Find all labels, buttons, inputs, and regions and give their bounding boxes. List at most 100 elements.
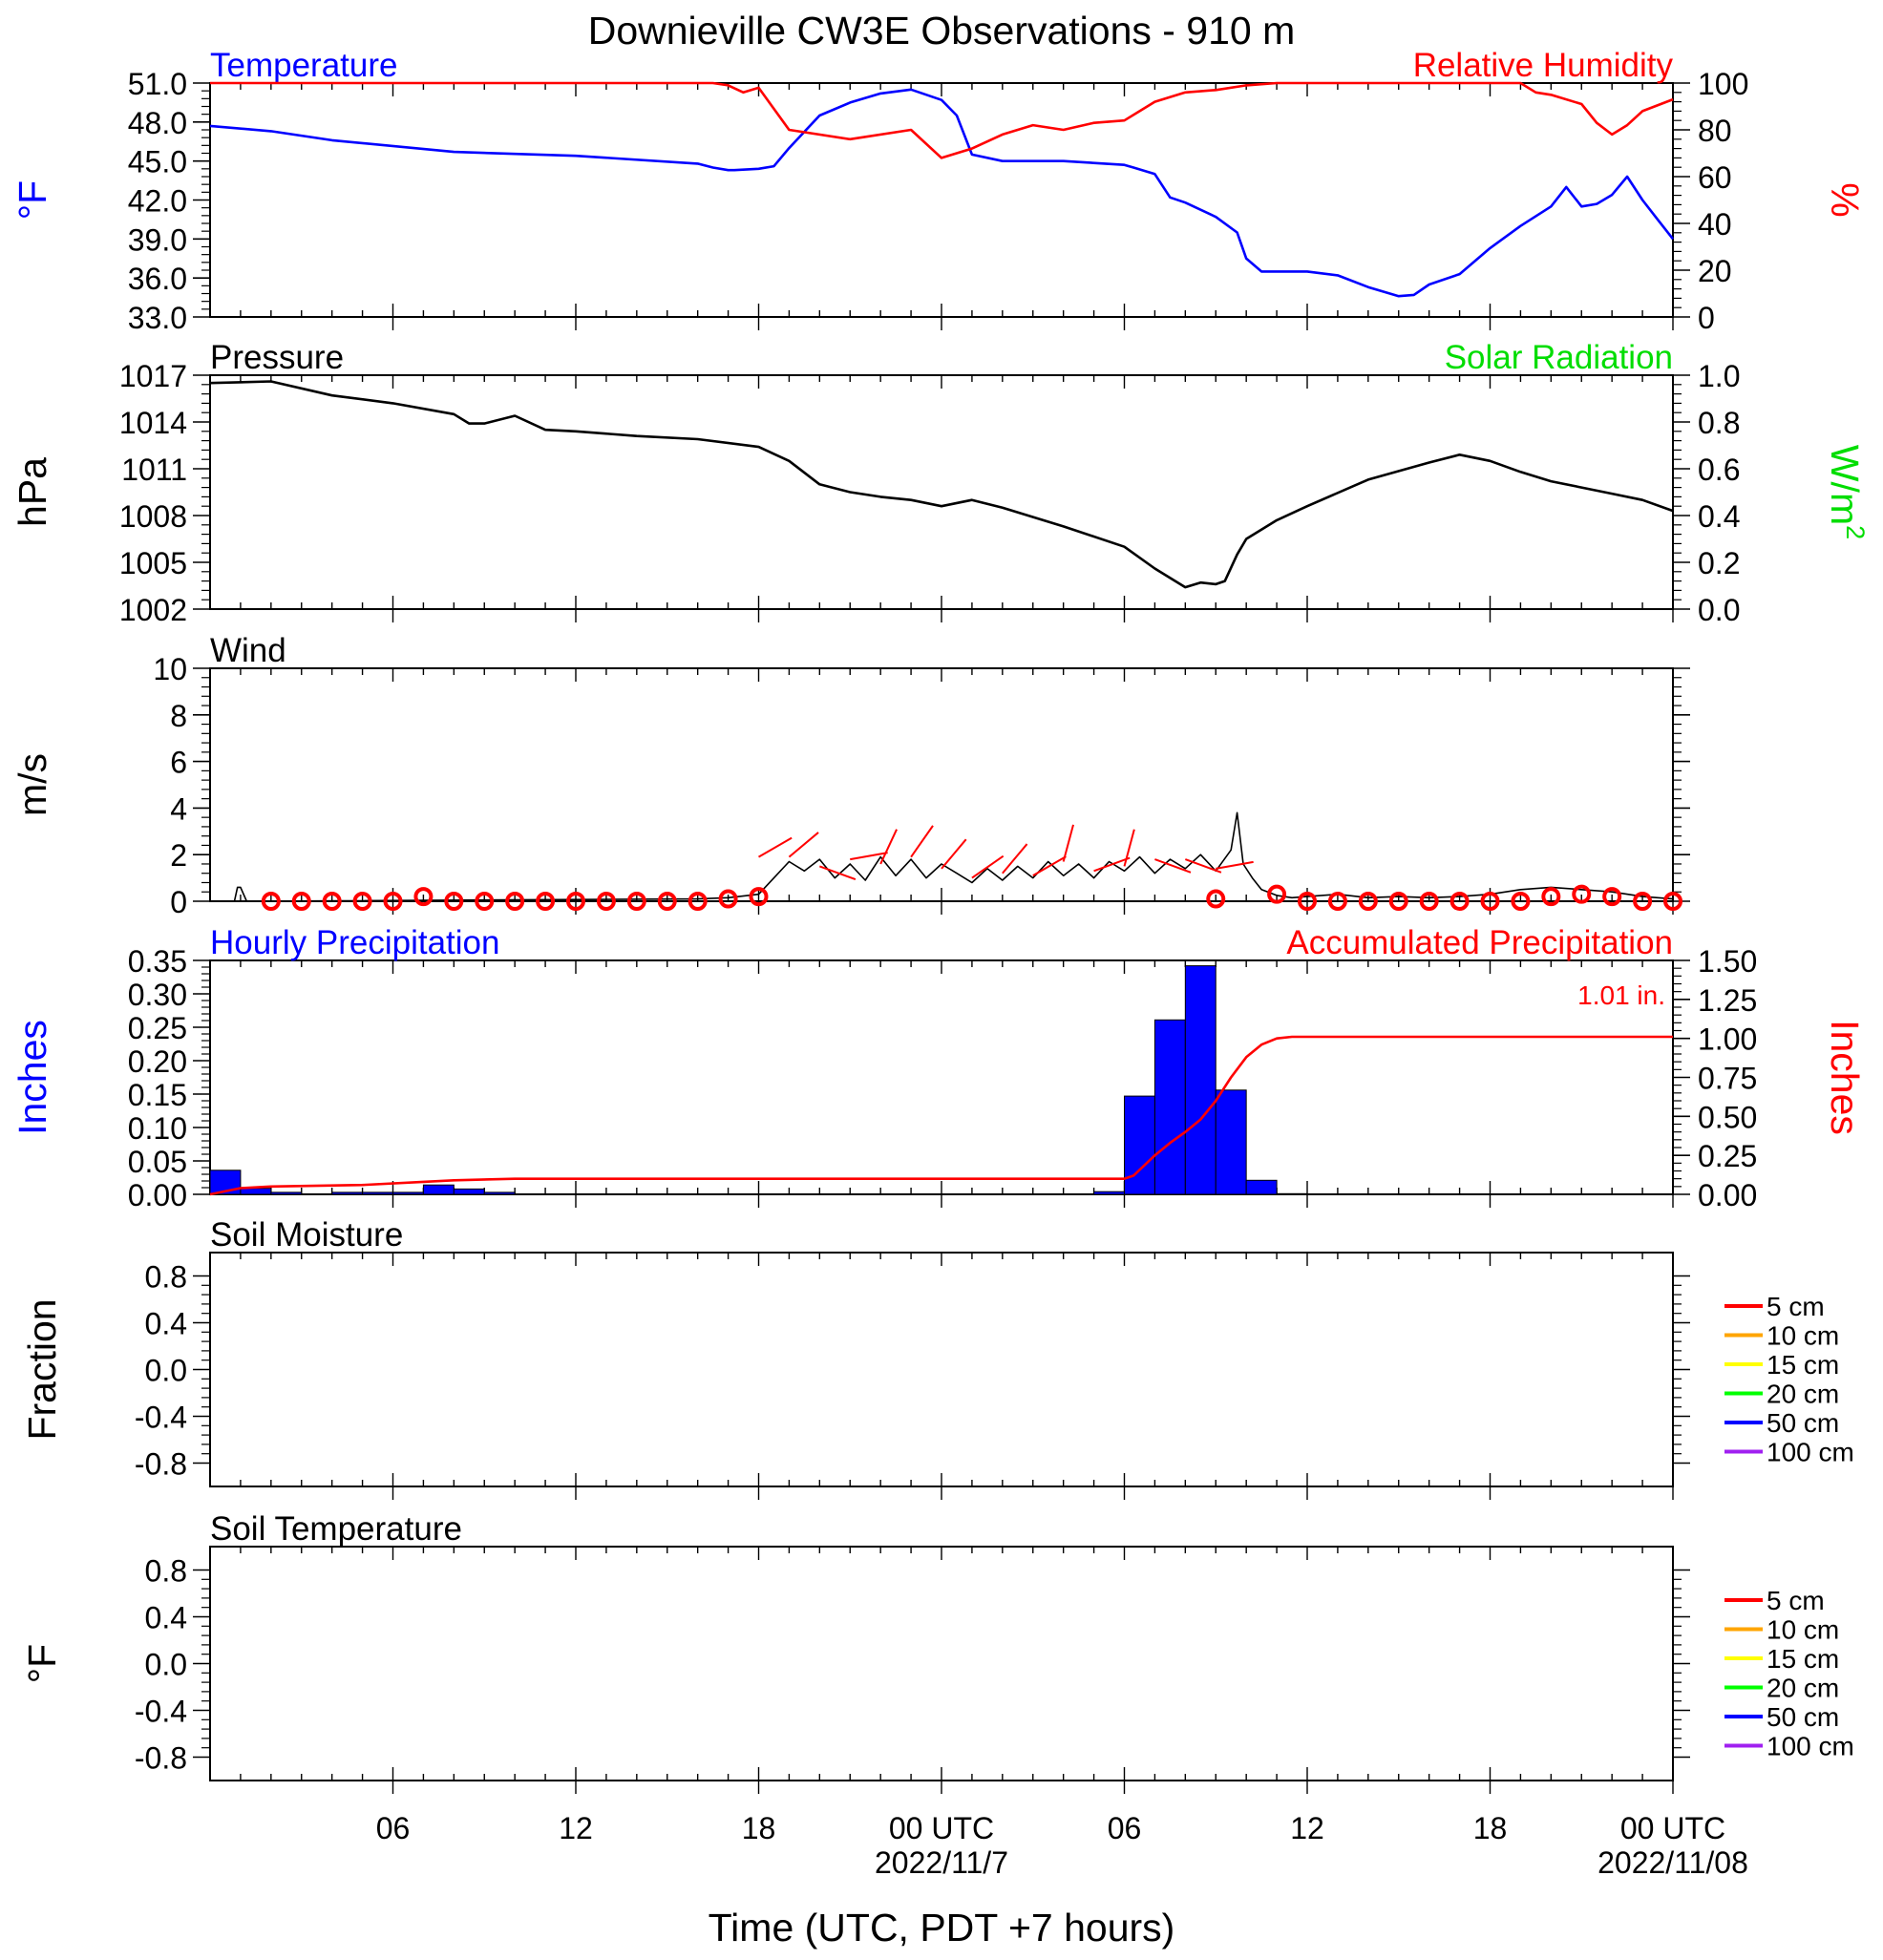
x-tick-label: 06 (1108, 1811, 1142, 1845)
wind-calm-marker (1663, 892, 1682, 911)
wind-barb (1032, 855, 1067, 877)
y-right-tick-label: 80 (1698, 114, 1732, 148)
y-tick-label: 0.8 (145, 1554, 187, 1589)
y-right-tick-label: 0.4 (1698, 499, 1740, 534)
y-tick-label: 0.15 (128, 1078, 187, 1112)
panel-soil_moisture: -0.8 -0.4 0.0 0.4 0.8 Soil Moisture Fraction 5 … (20, 1216, 1854, 1500)
precip-bar (1276, 1192, 1308, 1195)
x-tick-label: 06 (376, 1811, 411, 1845)
panel-pressure: 1002 1005 1008 1011 1014 1017 0.0 0.2 0.4 0.6 0.8 1… (11, 339, 1870, 627)
y-right-tick-label: 0.6 (1698, 453, 1740, 487)
panel-title-left: Wind (210, 632, 286, 669)
y-tick-label: 1011 (121, 453, 187, 487)
wind-calm-marker (1358, 892, 1378, 911)
series-line-0 (210, 811, 1674, 902)
wind-calm-marker (1633, 892, 1653, 911)
x-date-label: 2022/11/7 (875, 1845, 1008, 1880)
precip-bar (270, 1191, 303, 1195)
wind-barb (1154, 858, 1192, 874)
y-tick-label: -0.4 (135, 1695, 187, 1729)
y-axis-label-left: m/s (11, 753, 54, 816)
legend-label: 50 cm (1767, 1408, 1839, 1438)
precip-bar (422, 1184, 455, 1195)
legend-label: 15 cm (1767, 1350, 1839, 1380)
y-right-tick-label: 0.00 (1698, 1178, 1757, 1212)
plot-frame (209, 667, 1674, 902)
y-tick-label: 2 (170, 838, 187, 873)
y-tick-label: 0.0 (145, 1354, 187, 1388)
wind-calm-marker (383, 892, 403, 911)
y-tick-label: 10 (153, 652, 187, 686)
wind-barb (941, 838, 967, 870)
y-tick-label: 0.4 (145, 1307, 187, 1341)
precip-bar (1153, 1019, 1186, 1195)
wind-calm-marker (1327, 892, 1347, 911)
plot-frame (209, 82, 1674, 318)
x-tick-label: 00 UTC (889, 1811, 994, 1845)
legend-label: 10 cm (1767, 1615, 1839, 1645)
y-tick-label: -0.4 (135, 1401, 187, 1435)
y-axis-label-right: W/m2 (1823, 445, 1870, 539)
legend-label: 20 cm (1767, 1674, 1839, 1703)
precip-bar (1245, 1179, 1278, 1195)
wind-calm-marker (352, 892, 372, 911)
panel-temp_rh: 33.0 36.0 39.042.0 45.0 48.0 51.0 0 20 40 60 80 100… (11, 47, 1867, 335)
y-axis-label-right: % (1823, 182, 1867, 217)
y-axis-label-left: °F (20, 1644, 64, 1683)
y-right-tick-label: 0.8 (1698, 406, 1740, 440)
legend-label: 15 cm (1767, 1644, 1839, 1674)
legend-label: 100 cm (1767, 1732, 1854, 1761)
panel-title-right: Relative Humidity (1413, 47, 1674, 84)
precip-bar (1215, 1089, 1247, 1195)
wind-calm-marker (475, 892, 495, 911)
wind-calm-marker (261, 892, 281, 911)
y-tick-label: 48.0 (128, 106, 187, 140)
panel-precip: 0.000.050.100.150.200.250.300.350.000.25… (11, 924, 1867, 1212)
wind-calm-marker (1602, 887, 1622, 907)
wind-calm-marker (657, 892, 677, 911)
wind-barb (879, 829, 898, 865)
wind-calm-marker (718, 889, 738, 909)
y-right-tick-label: 1.00 (1698, 1022, 1757, 1057)
wind-calm-marker (1388, 892, 1408, 911)
y-right-tick-label: 60 (1698, 160, 1732, 195)
wind-barb (1093, 856, 1131, 873)
y-right-tick-label: 0 (1698, 301, 1715, 335)
wind-calm-marker (1267, 884, 1287, 904)
y-tick-label: 1005 (119, 546, 187, 580)
wind-barb (1002, 843, 1028, 875)
x-tick-label: 18 (1473, 1811, 1508, 1845)
wind-barb (910, 825, 934, 858)
y-axis-label-left: Fraction (20, 1298, 64, 1440)
panel-title-left: Hourly Precipitation (210, 924, 499, 961)
y-tick-label: 4 (170, 791, 187, 826)
y-tick-label: 0.25 (128, 1011, 187, 1045)
wind-calm-marker (322, 892, 342, 911)
wind-calm-marker (291, 892, 311, 911)
wind-calm-marker (1511, 892, 1531, 911)
y-tick-label: 0.20 (128, 1044, 187, 1079)
panel-title-left: Pressure (210, 339, 344, 376)
legend-label: 50 cm (1767, 1702, 1839, 1732)
precip-bar (483, 1191, 516, 1195)
wind-calm-marker (566, 892, 585, 911)
y-right-tick-label: 0.25 (1698, 1139, 1757, 1173)
y-right-tick-label: 0.75 (1698, 1062, 1757, 1096)
wind-barb (1216, 860, 1254, 870)
y-axis-label-left: °F (11, 180, 54, 220)
wind-barb (818, 865, 857, 881)
y-right-tick-label: 0.50 (1698, 1100, 1757, 1134)
legend-label: 5 cm (1767, 1292, 1825, 1321)
wind-calm-marker (505, 892, 525, 911)
wind-barb (1123, 829, 1135, 867)
wind-barb (971, 854, 1005, 879)
precip-bar (1093, 1191, 1126, 1195)
wind-calm-marker (749, 887, 769, 907)
legend-label: 5 cm (1767, 1586, 1825, 1615)
y-tick-label: 33.0 (128, 301, 187, 335)
wind-calm-marker (1541, 887, 1561, 907)
wind-calm-marker (596, 892, 616, 911)
y-tick-label: 0.05 (128, 1145, 187, 1179)
wind-calm-marker (1298, 892, 1317, 911)
